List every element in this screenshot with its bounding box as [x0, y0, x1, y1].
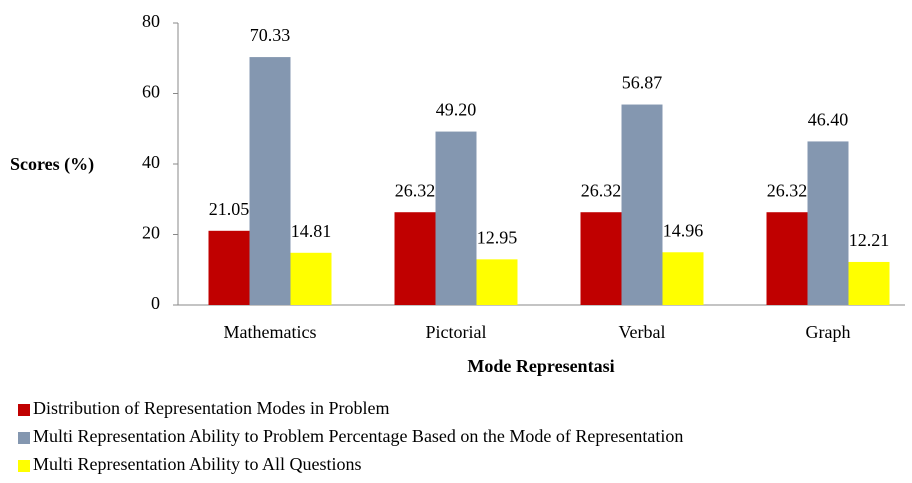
y-tick-label: 80 [142, 11, 160, 31]
x-tick-label: Verbal [619, 322, 666, 342]
legend-swatch [18, 432, 30, 444]
legend-label: Distribution of Representation Modes in … [33, 398, 389, 418]
data-label: 26.32 [581, 180, 622, 200]
y-tick-label: 20 [142, 223, 160, 243]
data-label: 49.20 [436, 100, 477, 120]
legend-label: Multi Representation Ability to All Ques… [33, 454, 362, 474]
legend-swatch [18, 404, 30, 416]
bar [249, 57, 291, 306]
bar [662, 252, 704, 305]
x-tick-label: Pictorial [426, 322, 487, 342]
bar [807, 141, 849, 305]
y-tick-label: 40 [142, 152, 160, 172]
bar [208, 230, 250, 305]
data-label: 56.87 [622, 73, 663, 93]
bar [580, 212, 622, 305]
bar [394, 212, 436, 305]
data-label: 12.95 [477, 227, 518, 247]
bar [621, 104, 663, 305]
legend-label: Multi Representation Ability to Problem … [33, 426, 683, 446]
data-label: 70.33 [250, 25, 291, 45]
x-tick-label: Mathematics [224, 322, 317, 342]
data-label: 21.05 [209, 199, 250, 219]
data-label: 14.96 [663, 220, 704, 240]
bar [435, 131, 477, 305]
y-axis-title: Scores (%) [10, 154, 94, 175]
bar [766, 212, 808, 305]
data-label: 12.21 [849, 230, 890, 250]
bar [848, 261, 890, 305]
bar [290, 252, 332, 305]
legend-swatch [18, 460, 30, 472]
data-label: 14.81 [291, 221, 332, 241]
data-label: 26.32 [395, 180, 436, 200]
y-tick-label: 0 [151, 293, 160, 313]
x-tick-label: Graph [806, 322, 851, 342]
y-tick-label: 60 [142, 82, 160, 102]
data-label: 46.40 [808, 110, 849, 130]
x-axis-title: Mode Representasi [467, 356, 614, 376]
bar [476, 259, 518, 305]
data-label: 26.32 [767, 180, 808, 200]
